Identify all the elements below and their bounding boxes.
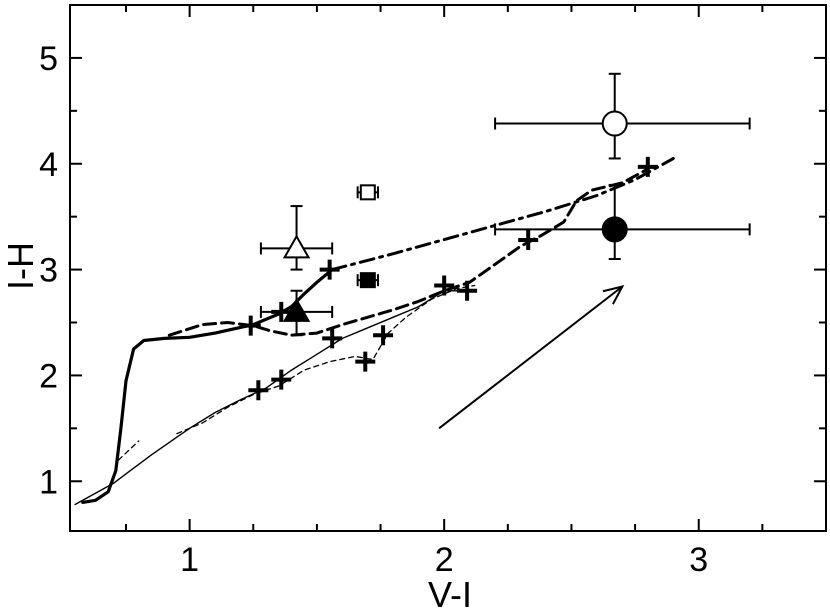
model-tracks <box>74 157 675 506</box>
y-tick-label-1: 1 <box>39 463 58 501</box>
axis-ticks <box>70 4 827 531</box>
marker-circle-open-0 <box>601 110 628 137</box>
track-cross-5 <box>322 328 343 349</box>
track-cross-9 <box>457 280 478 301</box>
track-cross-8 <box>434 275 455 296</box>
track-cross-11 <box>637 156 658 177</box>
y-axis-title: I-H <box>0 242 41 290</box>
plot-frame <box>69 4 827 532</box>
track-cross-0 <box>240 315 261 336</box>
observed-points <box>259 72 751 337</box>
model-track-solid-thin-3 <box>74 290 458 506</box>
x-tick-label-1: 1 <box>180 541 199 579</box>
track-cross-1 <box>271 301 292 322</box>
x-tick-label-2: 2 <box>435 541 454 579</box>
marker-circle-filled-1 <box>601 216 628 243</box>
x-axis-title: V-I <box>428 574 472 613</box>
x-tick-label-3: 3 <box>689 541 708 579</box>
model-track-dashdot-thick-1 <box>330 157 675 272</box>
track-cross-6 <box>355 351 376 372</box>
marker-triangle-open-2 <box>282 234 311 259</box>
reddening-arrow <box>438 285 625 430</box>
y-tick-label-4: 4 <box>39 146 58 184</box>
model-track-dashed-thin-4 <box>176 284 476 435</box>
track-cross-2 <box>319 259 340 280</box>
y-tick-label-3: 3 <box>39 252 58 290</box>
reddening-arrow-shaft <box>438 285 623 430</box>
track-cross-4 <box>271 369 292 390</box>
model-track-dashed-thin-5 <box>117 440 140 461</box>
reddening-arrow-head <box>602 285 625 305</box>
track-cross-7 <box>373 325 394 346</box>
y-tick-label-2: 2 <box>39 357 58 395</box>
track-cross-3 <box>248 380 269 401</box>
track-markers <box>240 156 658 401</box>
y-tick-label-5: 5 <box>39 40 58 78</box>
track-cross-10 <box>518 229 539 250</box>
marker-square-open-4 <box>359 184 376 201</box>
tick-labels: 1 2 3 1 2 3 4 5 <box>39 40 708 579</box>
marker-square-filled-5 <box>359 272 376 289</box>
